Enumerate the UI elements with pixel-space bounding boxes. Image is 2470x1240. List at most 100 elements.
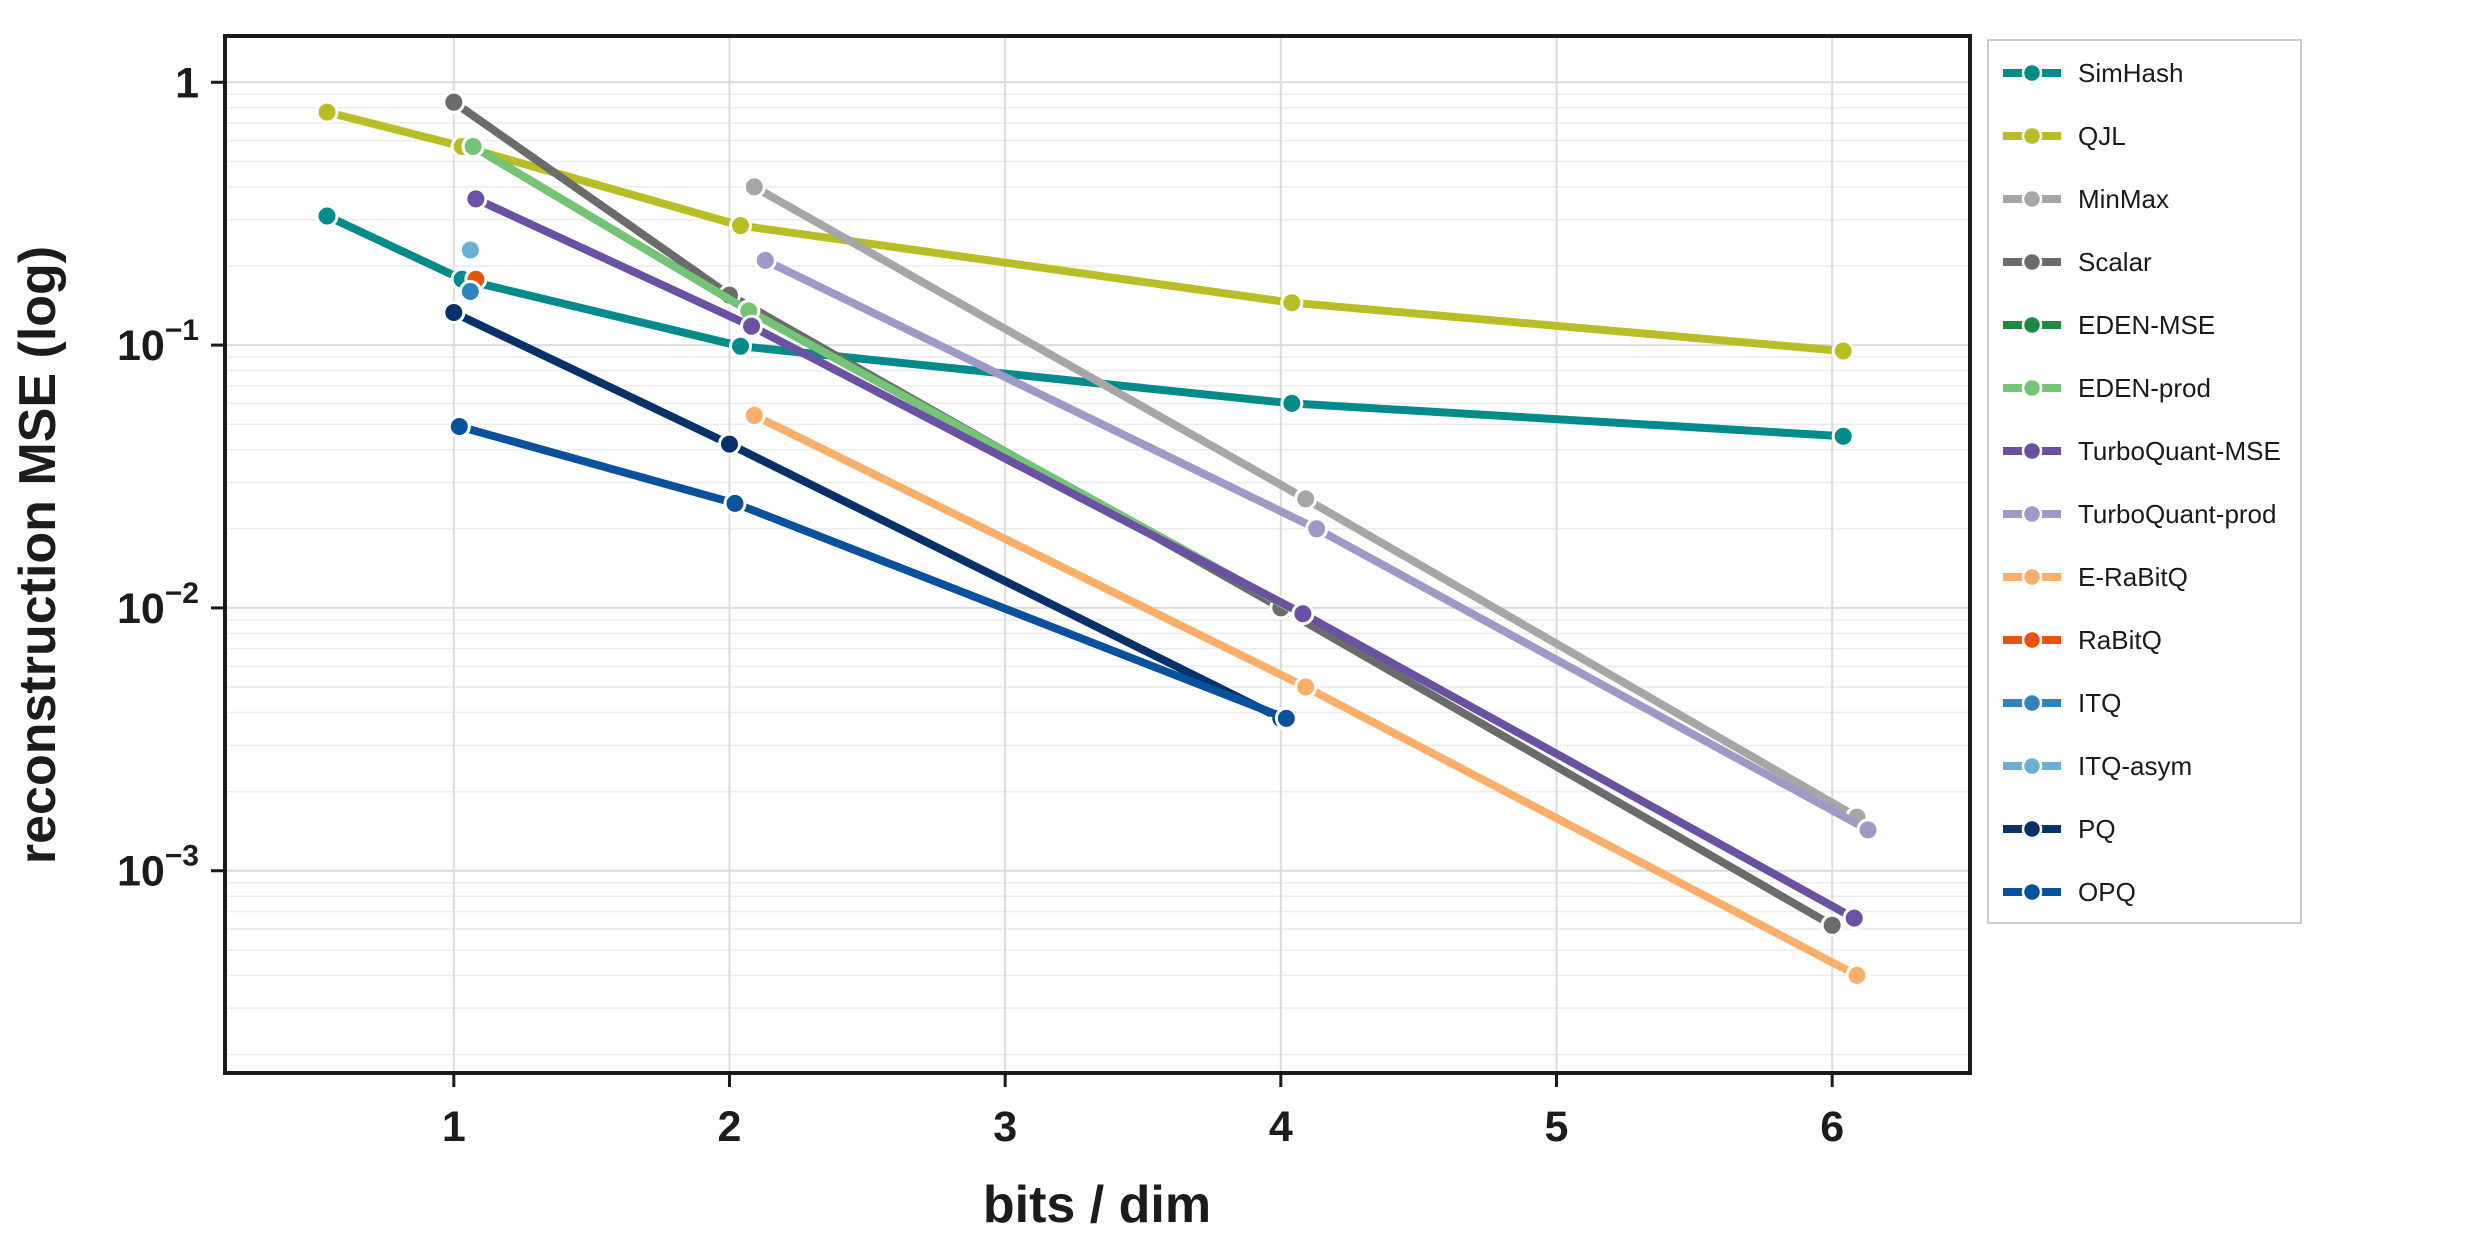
plot-frame	[223, 34, 1972, 1075]
data-point	[1845, 963, 1869, 987]
legend-swatch-marker	[2021, 314, 2043, 336]
data-point	[742, 403, 766, 427]
data-point	[1820, 913, 1844, 937]
legend-item: SimHash	[2003, 58, 2183, 88]
data-point	[1294, 675, 1318, 699]
legend-label: OPQ	[2078, 877, 2136, 907]
series-e-rabitq	[742, 403, 1869, 987]
series-opq	[447, 415, 1298, 730]
legend-swatch-marker	[2021, 62, 2043, 84]
data-point	[729, 214, 753, 238]
legend-label: ITQ-asym	[2078, 751, 2192, 781]
legend-label: SimHash	[2078, 58, 2183, 88]
y-tick-label: 10−1	[117, 314, 199, 370]
legend-label: RaBitQ	[2078, 625, 2162, 655]
legend-swatch-marker	[2021, 566, 2043, 588]
legend-swatch-marker	[2021, 818, 2043, 840]
y-tick-label: 10−2	[117, 577, 199, 633]
data-point	[461, 134, 485, 158]
legend-swatch-marker	[2021, 629, 2043, 651]
legend-label: MinMax	[2078, 184, 2169, 214]
x-tick-label: 1	[442, 1103, 466, 1151]
series-qjl	[315, 100, 1855, 363]
series-line	[449, 98, 1837, 930]
y-axis-title: reconstruction MSE (log)	[9, 246, 67, 864]
grid-minor	[225, 93, 1970, 1056]
legend-item: PQ	[2003, 814, 2116, 844]
legend-item: E-RaBitQ	[2003, 562, 2188, 592]
legend-swatch-marker	[2021, 125, 2043, 147]
legend-box	[1987, 39, 2302, 924]
legend-swatch-marker	[2021, 755, 2043, 777]
legend-label: TurboQuant-MSE	[2078, 436, 2281, 466]
series-pq	[442, 301, 1293, 730]
legend-label: Scalar	[2078, 247, 2152, 277]
x-tick-label: 6	[1820, 1103, 1844, 1151]
y-tick-label: 1	[175, 59, 199, 107]
legend-item: ITQ	[2003, 688, 2121, 718]
series-minmax	[742, 175, 1869, 829]
data-point	[1831, 339, 1855, 363]
series-turboquant-prod	[753, 248, 1880, 842]
legend-swatch-marker	[2021, 251, 2043, 273]
data-point	[442, 90, 466, 114]
series-turboquant-mse	[464, 187, 1866, 930]
data-point	[442, 301, 466, 325]
legend-label: EDEN-prod	[2078, 373, 2211, 403]
legend: SimHash QJL MinMax Scalar EDEN-MSE EDEN-prod T…	[1987, 39, 2302, 924]
grid-major	[225, 36, 1970, 1073]
series-scalar	[442, 90, 1844, 937]
legend-item: QJL	[2003, 121, 2126, 151]
series-layer	[315, 90, 1880, 987]
legend-label: E-RaBitQ	[2078, 562, 2188, 592]
x-tick-label: 5	[1545, 1103, 1569, 1151]
legend-label: QJL	[2078, 121, 2126, 151]
data-point	[753, 248, 777, 272]
y-axis: 1 10−1 10−2 10−3	[117, 59, 225, 896]
data-point	[458, 238, 482, 262]
data-point	[464, 187, 488, 211]
legend-item: Scalar	[2003, 247, 2152, 277]
data-point	[717, 432, 741, 456]
series-line	[471, 194, 1859, 923]
legend-label: PQ	[2078, 814, 2116, 844]
legend-swatch-marker	[2021, 692, 2043, 714]
legend-label: TurboQuant-prod	[2078, 499, 2276, 529]
x-tick-label: 2	[718, 1103, 742, 1151]
x-axis: 1 2 3 4 5 6	[442, 1073, 1844, 1151]
data-point	[1274, 706, 1298, 730]
legend-item: RaBitQ	[2003, 625, 2162, 655]
data-point	[1291, 602, 1315, 626]
legend-swatch-marker	[2021, 440, 2043, 462]
legend-item: TurboQuant-prod	[2003, 499, 2276, 529]
data-point	[742, 175, 766, 199]
series-itq-asym	[458, 238, 482, 262]
legend-item: OPQ	[2003, 877, 2136, 907]
data-point	[1831, 424, 1855, 448]
legend-item: ITQ-asym	[2003, 751, 2192, 781]
data-point	[1280, 391, 1304, 415]
legend-item: EDEN-MSE	[2003, 310, 2215, 340]
legend-swatch-marker	[2021, 881, 2043, 903]
x-axis-title: bits / dim	[983, 1176, 1211, 1234]
data-point	[458, 279, 482, 303]
x-tick-label: 4	[1269, 1103, 1293, 1151]
data-point	[447, 415, 471, 439]
data-point	[729, 334, 753, 358]
data-point	[723, 491, 747, 515]
x-tick-label: 3	[993, 1103, 1017, 1151]
y-tick-label: 10−3	[117, 840, 199, 896]
legend-item: MinMax	[2003, 184, 2169, 214]
legend-item: TurboQuant-MSE	[2003, 436, 2281, 466]
legend-item: EDEN-prod	[2003, 373, 2211, 403]
data-point	[315, 204, 339, 228]
data-point	[1280, 291, 1304, 315]
legend-label: ITQ	[2078, 688, 2121, 718]
data-point	[1294, 487, 1318, 511]
data-point	[740, 314, 764, 338]
legend-swatch-marker	[2021, 188, 2043, 210]
legend-label: EDEN-MSE	[2078, 310, 2215, 340]
legend-swatch-marker	[2021, 377, 2043, 399]
legend-swatch-marker	[2021, 503, 2043, 525]
